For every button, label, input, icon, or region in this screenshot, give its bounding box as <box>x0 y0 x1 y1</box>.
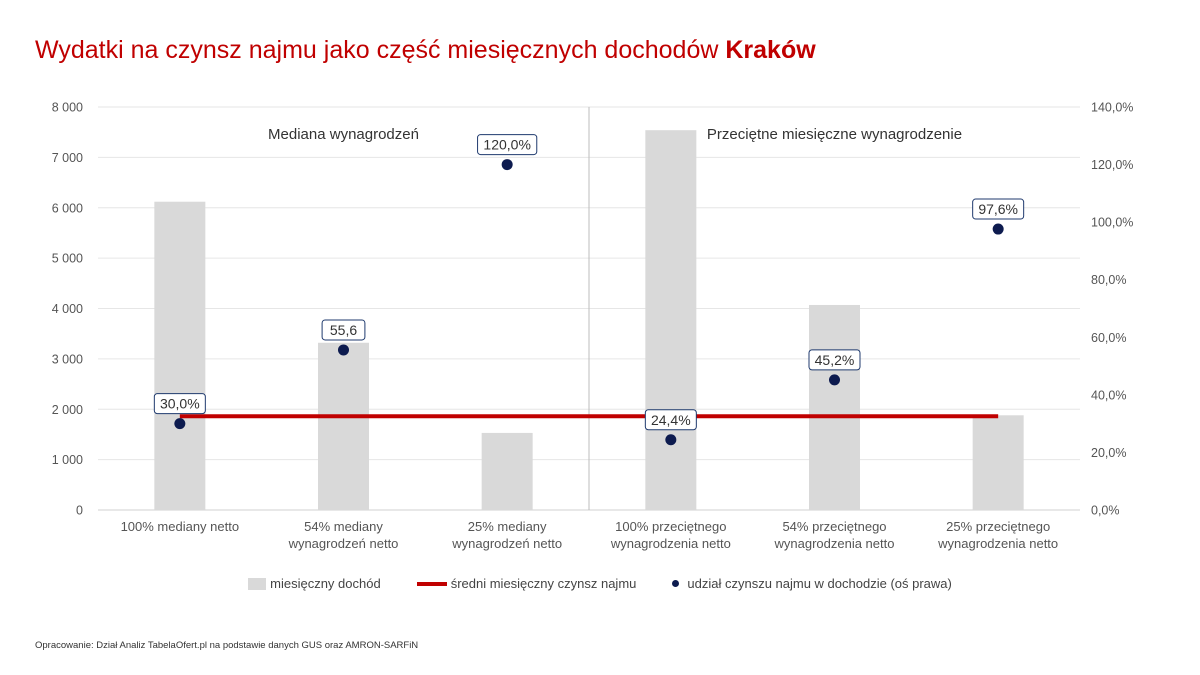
legend-item-income: miesięczny dochód <box>248 576 381 591</box>
category-label-line: 54% przeciętnego <box>782 519 886 534</box>
y-left-tick-label: 5 000 <box>52 252 83 266</box>
category-label-line: 100% przeciętnego <box>615 519 726 534</box>
income-bar <box>154 201 206 510</box>
share-label-box <box>477 134 538 156</box>
section-label-average: Przeciętne miesięczne wynagrodzenie <box>707 126 962 143</box>
y-right-tick-label: 140,0% <box>1091 101 1133 115</box>
chart-title: Wydatki na czynsz najmu jako część miesi… <box>35 36 816 65</box>
chart-title-city: Kraków <box>725 36 816 64</box>
legend-swatch-line <box>416 581 447 586</box>
category-label: 100% mediany netto <box>121 519 240 534</box>
income-bar <box>972 415 1024 510</box>
y-left-tick-label: 0 <box>76 504 83 518</box>
y-right-tick-label: 0,0% <box>1091 504 1120 518</box>
share-label-box <box>644 409 697 431</box>
y-left-tick-label: 8 000 <box>52 101 83 115</box>
category-label-line: wynagrodzeń netto <box>288 536 399 551</box>
category-label-line: 25% przeciętnego <box>946 519 1050 534</box>
share-data-label: 120,0% <box>483 137 530 153</box>
section-label-median: Mediana wynagrodzeń <box>268 126 419 143</box>
category-label-line: wynagrodzenia netto <box>610 536 731 551</box>
y-left-tick-label: 2 000 <box>52 403 83 417</box>
share-data-label: 55,6 <box>330 322 357 338</box>
category-label: 25% przeciętnego wynagrodzenia netto <box>937 519 1058 551</box>
legend-swatch-bar <box>248 577 267 590</box>
share-dot <box>338 344 349 356</box>
y-right-tick-label: 40,0% <box>1091 388 1126 402</box>
income-bar <box>481 432 533 510</box>
category-label: 54% mediany wynagrodzeń netto <box>288 519 399 551</box>
share-dot <box>992 223 1004 235</box>
category-label: 25% mediany wynagrodzeń netto <box>451 519 562 551</box>
income-bar <box>645 130 697 511</box>
legend-label-income: miesięczny dochód <box>270 576 381 591</box>
chart-title-main: Wydatki na czynsz najmu jako część miesi… <box>35 36 719 64</box>
income-bar <box>318 342 369 510</box>
chart-legend: miesięczny dochód średni miesięczny czyn… <box>0 576 1200 591</box>
legend-swatch-dot <box>672 580 680 587</box>
income-bar <box>809 304 860 510</box>
share-data-label: 45,2% <box>815 352 855 368</box>
share-dot <box>501 159 513 171</box>
share-label-box <box>153 393 206 415</box>
category-label-line: 25% mediany <box>468 519 547 534</box>
category-label-line: wynagrodzeń netto <box>451 536 562 551</box>
share-dot <box>829 374 840 386</box>
share-data-label: 24,4% <box>651 412 691 428</box>
category-label-line: 100% mediany netto <box>121 519 240 534</box>
y-left-tick-label: 7 000 <box>52 151 83 165</box>
chart-canvas: 0 1 000 2 000 3 000 4 000 5 000 6 000 7 000 8 00… <box>52 101 1134 552</box>
category-label: 54% przeciętnego wynagrodzenia netto <box>774 519 895 551</box>
y-left-tick-label: 1 000 <box>52 453 83 467</box>
share-data-label: 97,6% <box>978 201 1018 217</box>
legend-label-share: udział czynszu najmu w dochodzie (oś pra… <box>687 576 952 591</box>
share-label-box <box>972 198 1025 220</box>
source-note: Opracowanie: Dział Analiz TabelaOfert.pl… <box>35 640 419 651</box>
share-label-box <box>808 349 861 371</box>
y-right-tick-label: 20,0% <box>1091 446 1126 460</box>
y-right-tick-label: 100,0% <box>1091 216 1133 230</box>
category-label-line: 54% mediany <box>304 519 383 534</box>
share-dot <box>174 418 186 430</box>
category-label-line: wynagrodzenia netto <box>774 536 895 551</box>
legend-item-rent: średni miesięczny czynsz najmu <box>416 576 637 591</box>
y-right-tick-label: 120,0% <box>1091 158 1133 172</box>
y-left-tick-label: 4 000 <box>52 302 83 316</box>
y-right-tick-label: 80,0% <box>1091 273 1126 287</box>
y-left-tick-label: 6 000 <box>52 201 83 215</box>
share-label-box <box>321 319 366 341</box>
category-label-line: wynagrodzenia netto <box>937 536 1058 551</box>
share-dot <box>665 434 677 446</box>
legend-item-share: udział czynszu najmu w dochodzie (oś pra… <box>672 576 952 591</box>
y-right-tick-label: 60,0% <box>1091 331 1126 345</box>
share-data-label: 30,0% <box>160 396 200 412</box>
legend-label-rent: średni miesięczny czynsz najmu <box>450 576 637 591</box>
y-left-tick-label: 3 000 <box>52 352 83 366</box>
category-label: 100% przeciętnego wynagrodzenia netto <box>610 519 731 551</box>
